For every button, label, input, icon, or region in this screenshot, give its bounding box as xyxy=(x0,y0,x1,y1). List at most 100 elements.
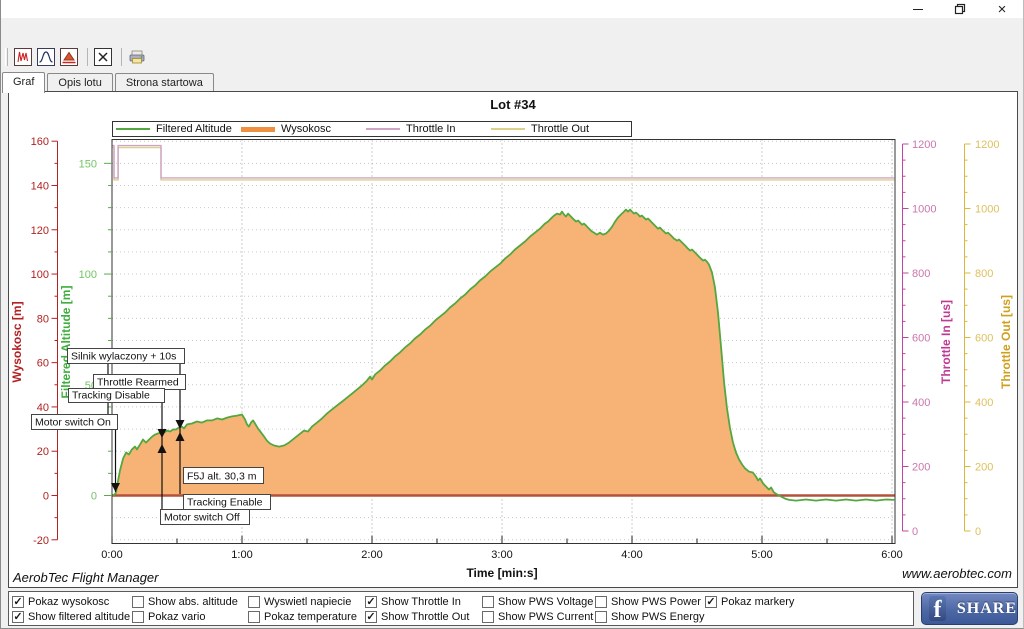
filtered-axis-label: 150 xyxy=(79,158,97,170)
marker-arrow-down-icon xyxy=(175,420,185,429)
throttle-out-axis-label: 1200 xyxy=(975,139,999,151)
checkbox-label: Show Throttle In xyxy=(381,596,461,608)
flight-chart[interactable]: 0:00 1:00 2:00 3:00 4:00 5:00 6:00 Time [min:s]… xyxy=(9,92,1017,587)
throttle-out-axis-label: 600 xyxy=(975,333,993,345)
clear-x-icon[interactable] xyxy=(93,47,113,67)
checked-box-icon: ✓ xyxy=(12,610,24,623)
checkbox-label: Pokaz temperature xyxy=(264,611,357,623)
facebook-icon: f xyxy=(929,596,946,621)
options-panel: ✓ Pokaz wysokosc ✓ Show filtered altitude Sh… xyxy=(8,591,914,626)
wysokosc-area xyxy=(112,209,895,496)
checkbox-show-throttle-out[interactable]: ✓ Show Throttle Out xyxy=(365,610,469,624)
throttle-in-axis-label: 1000 xyxy=(912,204,936,216)
unchecked-box-icon xyxy=(132,596,144,608)
checkbox-label: Pokaz markery xyxy=(721,596,795,608)
annotation-label: Tracking Enable xyxy=(187,497,263,509)
checkbox-show-pws-energy[interactable]: Show PWS Energy xyxy=(595,610,705,624)
annotation-label: Motor switch On xyxy=(35,417,111,429)
checkbox-show-pws-power[interactable]: Show PWS Power xyxy=(595,595,701,609)
annotation-box xyxy=(183,467,264,484)
close-button[interactable]: × xyxy=(981,0,1023,18)
wysokosc-axis-title: Wysokosc [m] xyxy=(10,301,24,382)
close-icon: × xyxy=(997,0,1007,18)
throttle-in-axis-label: 200 xyxy=(912,462,930,474)
checkbox-wyswietl-napiecie[interactable]: Wyswietl napiecie xyxy=(248,595,351,609)
restore-icon xyxy=(954,3,966,15)
checkbox-pokaz-vario[interactable]: Pokaz vario xyxy=(132,610,205,624)
filtered-axis-label: 0 xyxy=(91,491,97,503)
annotation-label: Silnik wylaczony + 10s xyxy=(71,351,176,363)
app-brand-text: AerobTec Flight Manager xyxy=(13,570,159,585)
marker-arrow-down-icon xyxy=(111,483,120,492)
tab-strona-startowa[interactable]: Strona startowa xyxy=(114,73,214,92)
checked-box-icon: ✓ xyxy=(705,595,717,608)
x-tick-label: 5:00 xyxy=(751,549,772,561)
throttle-out-axis-title: Throttle Out [us] xyxy=(999,295,1013,389)
filtered-axis-label: 100 xyxy=(79,269,97,281)
tab-graf[interactable]: Graf xyxy=(2,72,46,93)
wysokosc-axis-label: 160 xyxy=(31,136,49,148)
throttle-in-axis-label: 800 xyxy=(912,268,930,280)
print-icon[interactable] xyxy=(127,47,147,67)
annotation-label: Throttle Rearmed xyxy=(97,377,179,389)
unchecked-box-icon xyxy=(248,596,260,608)
chart-curve-icon[interactable] xyxy=(36,47,56,67)
toolbar-separator xyxy=(121,48,122,66)
x-tick-label: 4:00 xyxy=(621,549,642,561)
toolbar-separator xyxy=(87,48,88,66)
x-tick-label: 0:00 xyxy=(101,549,122,561)
facebook-share-button[interactable]: f SHARE xyxy=(921,592,1018,625)
checkbox-label: Show filtered altitude xyxy=(28,611,131,623)
annotation-box xyxy=(160,509,250,525)
annotation-label: F5J alt. 30,3 m xyxy=(187,471,257,483)
legend-item-filtered-altitude: Filtered Altitude xyxy=(116,122,232,136)
unchecked-box-icon xyxy=(482,596,494,608)
annotation-box xyxy=(68,388,165,403)
checked-box-icon: ✓ xyxy=(12,595,24,608)
throttle-out-axis-label: 1000 xyxy=(975,204,999,216)
legend-swatch xyxy=(241,126,275,132)
annotation-box xyxy=(67,348,185,364)
tab-strip: Graf Opis lotu Strona startowa xyxy=(2,71,216,93)
wysokosc-axis-label: 0 xyxy=(43,491,49,503)
throttle-out-axis-label: 800 xyxy=(975,268,993,280)
throttle-in-axis-label: 600 xyxy=(912,333,930,345)
checkbox-pokaz-temperature[interactable]: Pokaz temperature xyxy=(248,610,357,624)
throttle-in-axis-label: 400 xyxy=(912,397,930,409)
unchecked-box-icon xyxy=(595,611,607,623)
legend-item-throttle-in: Throttle In xyxy=(366,122,456,136)
minimize-icon xyxy=(913,8,923,10)
unchecked-box-icon xyxy=(595,596,607,608)
chart-legend: Filtered Altitude Wysokosc Throttle In T… xyxy=(112,121,632,137)
legend-swatch xyxy=(491,128,525,130)
toolbar xyxy=(1,44,1023,70)
chart-spikes-icon[interactable] xyxy=(13,47,33,67)
wysokosc-axis-label: -20 xyxy=(33,535,49,547)
wysokosc-axis-label: 80 xyxy=(37,313,49,325)
throttle-out-axis-label: 200 xyxy=(975,462,993,474)
x-axis-title: Time [min:s] xyxy=(466,566,537,580)
minimize-button[interactable] xyxy=(897,0,939,18)
checkbox-show-throttle-in[interactable]: ✓ Show Throttle In xyxy=(365,595,461,609)
x-tick-label: 2:00 xyxy=(361,549,382,561)
checkbox-pokaz-markery[interactable]: ✓ Pokaz markery xyxy=(705,595,794,609)
checkbox-show-filtered-altitude[interactable]: ✓ Show filtered altitude xyxy=(12,610,130,624)
annotation-label: Motor switch Off xyxy=(164,512,240,524)
checkbox-label: Show PWS Power xyxy=(611,596,701,608)
tab-opis-lotu[interactable]: Opis lotu xyxy=(47,73,113,92)
checkbox-label: Show PWS Voltage xyxy=(498,596,594,608)
checkbox-show-pws-current[interactable]: Show PWS Current xyxy=(482,610,593,624)
wysokosc-axis-label: 20 xyxy=(37,446,49,458)
checkbox-pokaz-wysokosc[interactable]: ✓ Pokaz wysokosc xyxy=(12,595,109,609)
checkbox-show-abs-altitude[interactable]: Show abs. altitude xyxy=(132,595,238,609)
legend-item-throttle-out: Throttle Out xyxy=(491,122,589,136)
checkbox-show-pws-voltage[interactable]: Show PWS Voltage xyxy=(482,595,593,609)
chart-area-icon[interactable] xyxy=(59,47,79,67)
titlebar: × xyxy=(1,0,1023,18)
restore-button[interactable] xyxy=(939,0,981,18)
x-tick-label: 1:00 xyxy=(231,549,252,561)
toolbar-grip xyxy=(5,48,8,66)
legend-item-wysokosc: Wysokosc xyxy=(241,122,331,136)
checkbox-label: Wyswietl napiecie xyxy=(264,596,352,608)
